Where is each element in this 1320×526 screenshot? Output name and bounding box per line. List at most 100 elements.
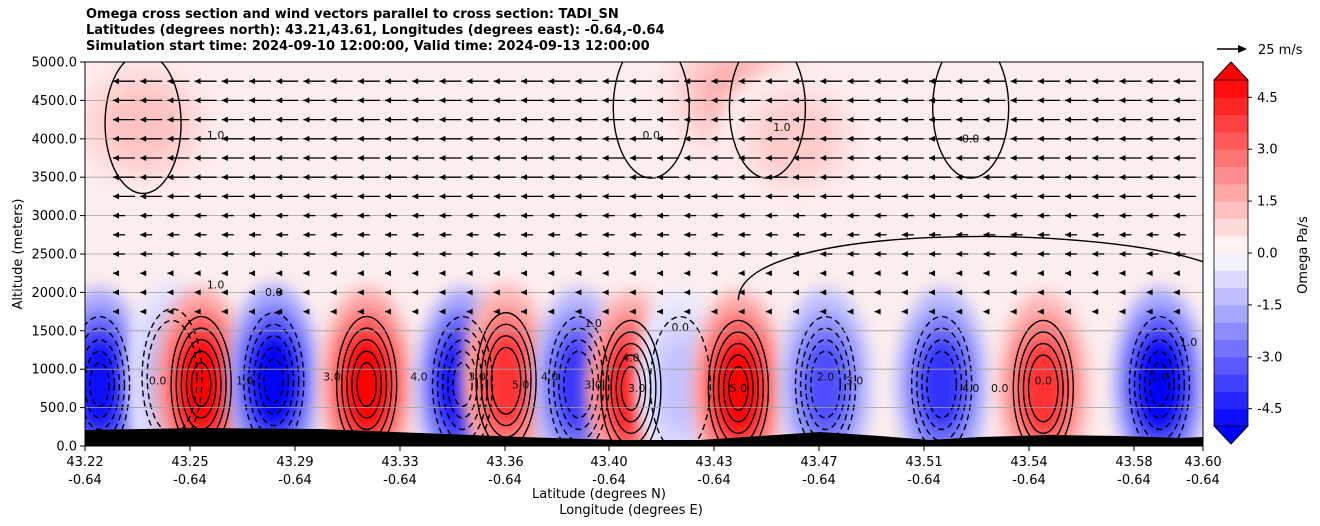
omega-cell xyxy=(919,337,964,432)
colorbar-bin xyxy=(1214,322,1248,340)
wind-vector-head xyxy=(1037,193,1044,200)
wind-vector-head xyxy=(602,193,609,200)
wind-vector-head xyxy=(412,270,419,277)
contour-line xyxy=(558,338,600,431)
y-tick-label: 2000.0 xyxy=(32,286,78,301)
wind-vector-head xyxy=(1010,174,1017,181)
wind-vector-head xyxy=(1065,289,1071,296)
wind-vector-head xyxy=(657,135,663,142)
wind-vector-head xyxy=(439,116,446,123)
wind-vector-head xyxy=(820,270,827,277)
contour-line xyxy=(248,323,300,438)
contour-line xyxy=(722,354,754,423)
wind-vector-head xyxy=(929,174,935,181)
wind-vector-head xyxy=(521,193,527,200)
wind-vector-head xyxy=(847,251,854,257)
wind-vector-head xyxy=(956,116,963,123)
wind-vector-head xyxy=(1010,231,1017,238)
colorbar-bin xyxy=(1214,97,1248,116)
wind-vector-head xyxy=(820,116,827,123)
y-tick-label: 3500.0 xyxy=(32,171,78,186)
wind-vector-head xyxy=(113,251,119,257)
x-tick-label-lon: -0.64 xyxy=(1117,473,1151,488)
contour-label: 3.0 xyxy=(628,382,646,395)
wind-vector-head xyxy=(956,135,963,142)
wind-vector-head xyxy=(249,116,255,123)
y-axis-title: Altitude (meters) xyxy=(11,199,26,310)
wind-vector-head xyxy=(493,308,500,315)
wind-vector-head xyxy=(929,251,935,257)
wind-vector-head xyxy=(276,231,283,238)
wind-vector-head xyxy=(466,212,473,219)
wind-vector-head xyxy=(983,174,990,181)
wind-vector-head xyxy=(1173,193,1180,200)
wind-vector-head xyxy=(167,289,174,296)
wind-vector-head xyxy=(684,193,691,200)
wind-vector-head xyxy=(303,135,310,142)
wind-vector-head xyxy=(194,135,201,142)
wind-vector-head xyxy=(357,97,364,104)
x-tick-label-lat: 43.29 xyxy=(276,455,313,470)
wind-vector-head xyxy=(249,251,255,257)
wind-vector-head xyxy=(874,155,881,161)
x-axis: 43.22 -0.64 43.25 -0.64 43.29 -0.64 43.33 -0.64… xyxy=(66,446,1222,488)
wind-vector-head xyxy=(466,97,473,104)
x-tick-label-lon: -0.64 xyxy=(697,473,731,488)
contour-line xyxy=(737,235,1203,301)
wind-vector-head xyxy=(765,174,772,181)
omega-cell xyxy=(803,337,848,432)
wind-vector-head xyxy=(412,251,419,257)
wind-vector-head xyxy=(820,155,827,161)
wind-vector-head xyxy=(357,251,364,257)
wind-vector-head xyxy=(765,97,772,104)
wind-vector-head xyxy=(385,270,391,277)
wind-vector-head xyxy=(548,289,555,296)
contour-label: 1.0 xyxy=(1180,336,1198,349)
wind-vector-head xyxy=(385,231,391,238)
wind-vector-head xyxy=(521,174,527,181)
wind-vector-head xyxy=(793,193,799,200)
colorbar-bin xyxy=(1214,374,1248,392)
wind-vector-head xyxy=(711,251,718,257)
wind-vector-head xyxy=(983,78,990,85)
wind-vector-head xyxy=(466,289,473,296)
wind-vector-head xyxy=(521,116,527,123)
wind-vector-head xyxy=(303,193,310,200)
wind-vector-head xyxy=(738,289,745,296)
contour-line xyxy=(475,312,537,446)
colorbar-extend-top xyxy=(1213,61,1249,81)
wind-vector-head xyxy=(629,97,636,104)
wind-vector-head xyxy=(901,155,908,161)
wind-vector-head xyxy=(113,135,119,142)
colorbar-tick-label: 0.0 xyxy=(1257,247,1278,262)
wind-vector-head xyxy=(765,116,772,123)
wind-vector-head xyxy=(167,135,174,142)
wind-vector-head xyxy=(983,212,990,219)
wind-vector-head xyxy=(439,78,446,85)
wind-vector-head xyxy=(738,231,745,238)
wind-vector-head xyxy=(1010,270,1017,277)
wind-vector-head xyxy=(1146,116,1153,123)
wind-vector-head xyxy=(602,116,609,123)
wind-vector-head xyxy=(412,155,419,161)
wind-vector-head xyxy=(276,270,283,277)
wind-vector-head xyxy=(874,270,881,277)
y-tick-label: 4000.0 xyxy=(32,132,78,147)
wind-vector-head xyxy=(575,308,582,315)
wind-vector-head xyxy=(793,155,799,161)
wind-vector-head xyxy=(194,78,201,85)
wind-vector-head xyxy=(249,174,255,181)
wind-vector-head xyxy=(738,308,745,315)
wind-vector-head xyxy=(738,212,745,219)
contour-line xyxy=(810,350,841,419)
wind-vector-head xyxy=(221,135,228,142)
wind-vector-head xyxy=(1146,78,1153,85)
wind-vector-head xyxy=(711,135,718,142)
contour-label: 3.0 xyxy=(323,371,341,384)
wind-vector-head xyxy=(1010,135,1017,142)
wind-vector-head xyxy=(493,251,500,257)
wind-vector-head xyxy=(276,135,283,142)
wind-vector-head xyxy=(1092,231,1099,238)
wind-vector-head xyxy=(1037,212,1044,219)
